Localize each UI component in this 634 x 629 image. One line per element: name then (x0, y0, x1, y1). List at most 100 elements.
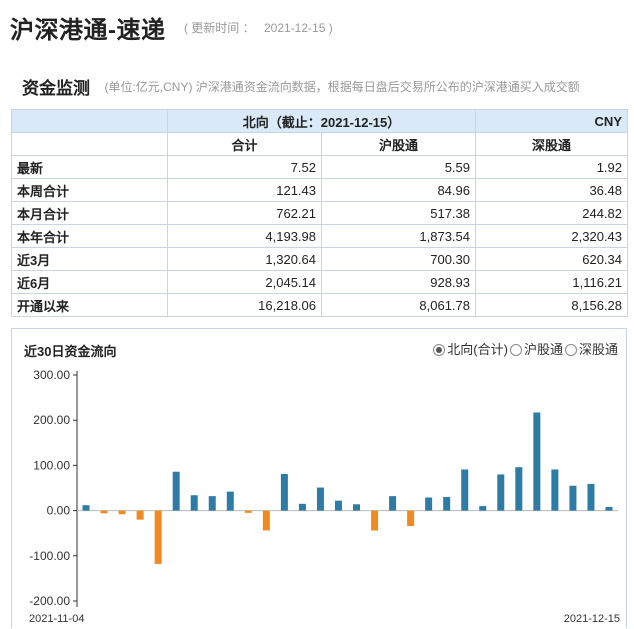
bar (461, 469, 469, 511)
flow-bar-chart: 300.00 200.00 100.00 0.00 -100.00 -200.00 2021… (29, 368, 620, 625)
table-row: 本月合计 762.21 517.38 244.82 (11, 201, 628, 225)
update-open-paren: ( (183, 21, 188, 35)
table-cell: 7.52 (167, 155, 322, 179)
radio-shenzhen-connect[interactable]: 深股通 (564, 339, 618, 358)
bar (533, 412, 541, 511)
table-cell: 84.96 (321, 178, 476, 202)
table-cell: 517.38 (321, 201, 476, 225)
bar (136, 510, 144, 520)
y-tick-label: 100.00 (33, 458, 70, 472)
row-label: 本周合计 (11, 178, 168, 202)
update-time: ( 更新时间 ： 2021-12-15 ) (184, 19, 333, 36)
bar (443, 497, 451, 511)
table-cell: 1.92 (475, 155, 628, 179)
row-label: 开通以来 (11, 293, 168, 317)
bar (208, 496, 216, 511)
bar (371, 510, 379, 531)
table-column-header-row: 合计 沪股通 深股通 (11, 132, 628, 156)
bar (389, 496, 397, 511)
table-cell: 5.59 (321, 155, 476, 179)
bar (551, 469, 559, 511)
y-tick-label: -200.00 (29, 594, 70, 608)
row-label: 近3月 (11, 247, 168, 271)
bar (587, 483, 595, 511)
bar (334, 500, 342, 511)
fund-flow-table: 北向（截止：2021-12-15） CNY 合计 沪股通 深股通 最新 7.52 5… (11, 109, 628, 317)
page-title: 沪深港通-速递 (10, 17, 166, 44)
update-close-paren: ) (328, 21, 333, 35)
bar (172, 471, 180, 511)
table-row: 开通以来 16,218.06 8,061.78 8,156.28 (11, 293, 628, 317)
table-cell: 2,320.43 (475, 224, 628, 248)
bar (298, 503, 306, 511)
table-body: 最新 7.52 5.59 1.92 本周合计 121.43 84.96 36.48 本月合计 76… (11, 155, 628, 317)
radio-northbound-total[interactable]: 北向(合计) (433, 339, 508, 358)
bar (353, 504, 361, 511)
fund-monitor-title: 资金监测 (22, 79, 90, 98)
row-label: 最新 (11, 155, 168, 179)
table-cell: 620.34 (475, 247, 628, 271)
bar (407, 510, 415, 526)
bar (497, 474, 505, 511)
radio-label: 北向(合计) (447, 342, 508, 357)
update-time-label: 更新时间 ： (191, 21, 255, 35)
currency-header: CNY (475, 109, 628, 133)
radio-label: 沪股通 (523, 342, 563, 357)
chart-panel: 近30日资金流向 北向(合计) 沪股通 深股通 300.00 200.00 100.00… (11, 328, 627, 628)
bar (280, 473, 288, 511)
bar (425, 497, 433, 511)
radio-shanghai-connect[interactable]: 沪股通 (509, 339, 563, 358)
table-cell: 36.48 (475, 178, 628, 202)
fund-monitor-header: 资金监测 (单位:亿元,CNY) 沪深港通资金流向数据，根据每日盘后交易所公布的… (22, 74, 634, 98)
direction-header: 北向（截止：2021-12-15） (167, 109, 476, 133)
x-end-date-label: 2021-12-15 (564, 613, 620, 625)
page-header: 沪深港通-速递 ( 更新时间 ： 2021-12-15 ) (10, 10, 333, 44)
column-header-blank (11, 132, 168, 156)
radio-circle-icon (509, 344, 522, 356)
table-cell: 4,193.98 (167, 224, 322, 248)
table-row: 近3月 1,320.64 700.30 620.34 (11, 247, 628, 271)
radio-label: 深股通 (578, 342, 618, 357)
y-tick-label: 300.00 (33, 368, 70, 382)
column-header-shenzhen: 深股通 (475, 132, 628, 156)
radio-circle-icon (564, 344, 577, 356)
bar (154, 510, 162, 564)
table-corner (11, 109, 168, 133)
table-cell: 1,873.54 (321, 224, 476, 248)
table-row: 本周合计 121.43 84.96 36.48 (11, 178, 628, 202)
bar (605, 506, 613, 511)
x-start-date-label: 2021-11-04 (29, 613, 84, 625)
table-row: 近6月 2,045.14 928.93 1,116.21 (11, 270, 628, 294)
bar (569, 485, 577, 511)
table-cell: 762.21 (167, 201, 322, 225)
bar (82, 505, 90, 511)
table-cell: 8,061.78 (321, 293, 476, 317)
column-header-total: 合计 (167, 132, 322, 156)
chart-title: 近30日资金流向 (24, 344, 117, 359)
radio-circle-icon (433, 344, 446, 356)
table-cell: 928.93 (321, 270, 476, 294)
bar (118, 510, 126, 515)
row-label: 本年合计 (11, 224, 168, 248)
bar (479, 506, 487, 511)
table-cell: 2,045.14 (167, 270, 322, 294)
bar (100, 510, 108, 514)
y-tick-label: 0.00 (47, 504, 71, 518)
table-row: 本年合计 4,193.98 1,873.54 2,320.43 (11, 224, 628, 248)
table-cell: 1,320.64 (167, 247, 322, 271)
table-cell: 16,218.06 (167, 293, 322, 317)
row-label: 本月合计 (11, 201, 168, 225)
table-direction-row: 北向（截止：2021-12-15） CNY (11, 109, 628, 133)
bar (515, 467, 523, 511)
bar (262, 510, 270, 531)
table-cell: 700.30 (321, 247, 476, 271)
column-header-shanghai: 沪股通 (321, 132, 476, 156)
bar (190, 495, 198, 511)
series-radio-group: 北向(合计) 沪股通 深股通 (431, 339, 618, 358)
y-tick-label: 200.00 (33, 413, 70, 427)
bar (226, 491, 234, 511)
table-row: 最新 7.52 5.59 1.92 (11, 155, 628, 179)
table-cell: 121.43 (167, 178, 322, 202)
row-label: 近6月 (11, 270, 168, 294)
bar (244, 510, 252, 513)
